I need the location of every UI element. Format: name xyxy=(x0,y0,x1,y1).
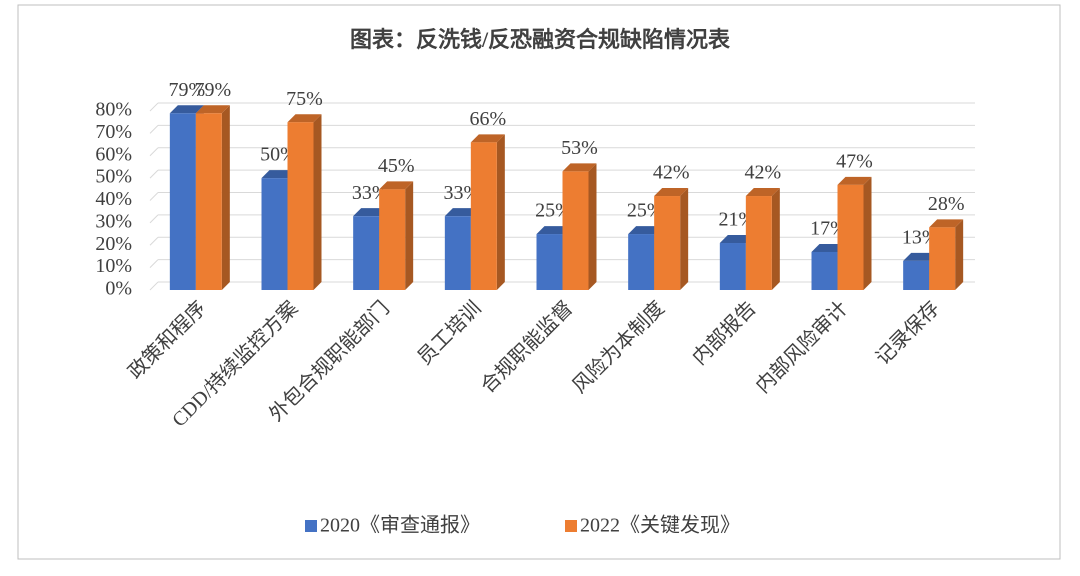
bar-top xyxy=(929,219,964,228)
bar-side xyxy=(221,105,230,290)
bar-top xyxy=(287,114,322,123)
bar xyxy=(536,234,563,290)
bar-top xyxy=(470,134,505,143)
bar xyxy=(379,189,406,290)
bar-top xyxy=(195,105,230,114)
legend-swatch xyxy=(565,520,577,532)
bar xyxy=(837,184,864,290)
value-label: 42% xyxy=(653,162,690,184)
bar-side xyxy=(496,134,505,290)
y-tick-label: 80% xyxy=(95,99,132,121)
y-tick-label: 70% xyxy=(95,121,132,143)
bar xyxy=(811,251,838,290)
value-label: 45% xyxy=(378,155,415,177)
bar-side xyxy=(313,114,322,290)
bar-top xyxy=(745,188,780,197)
bar xyxy=(470,142,497,290)
value-label: 42% xyxy=(744,162,781,184)
bar xyxy=(562,171,589,290)
chart-title: 图表：反洗钱/反恐融资合规缺陷情况表 xyxy=(350,27,731,52)
legend-label: 2020《审查通报》 xyxy=(320,514,480,537)
bar-top xyxy=(903,252,938,261)
value-label: 28% xyxy=(928,193,965,215)
legend-swatch xyxy=(305,520,317,532)
grid-line-depth xyxy=(149,125,159,134)
bar xyxy=(444,216,471,290)
y-tick-label: 10% xyxy=(95,255,132,277)
bar xyxy=(903,260,930,290)
value-label: 66% xyxy=(469,108,506,130)
grid-line-depth xyxy=(149,192,159,201)
bar-top xyxy=(261,170,296,179)
y-tick-label: 20% xyxy=(95,233,132,255)
bar xyxy=(195,113,222,290)
bar-side xyxy=(680,188,689,290)
value-label: 47% xyxy=(836,150,873,172)
bar xyxy=(353,216,380,290)
bar-top xyxy=(379,181,414,190)
bar-top xyxy=(169,105,204,114)
bar-top xyxy=(562,163,597,172)
bar xyxy=(169,113,196,290)
grid-line-depth xyxy=(149,214,159,224)
bar-side xyxy=(588,163,597,290)
bar-top xyxy=(811,243,846,252)
value-label: 79% xyxy=(168,79,205,101)
bar xyxy=(654,196,681,290)
grid-line-depth xyxy=(149,147,159,157)
value-label: 53% xyxy=(561,137,598,159)
y-tick-label: 40% xyxy=(95,188,132,210)
bar xyxy=(287,122,314,290)
bar-top xyxy=(628,226,663,235)
y-tick-label: 50% xyxy=(95,166,132,188)
bar-side xyxy=(863,176,872,290)
grid-line-depth xyxy=(149,281,159,291)
grid-line-depth xyxy=(149,259,159,268)
y-tick-label: 0% xyxy=(105,278,132,300)
value-label: 75% xyxy=(286,88,323,110)
y-tick-label: 30% xyxy=(95,210,132,232)
bar xyxy=(719,243,746,290)
bar-side xyxy=(771,188,780,290)
bar-top xyxy=(654,188,689,197)
legend-label: 2022《关键发现》 xyxy=(580,514,740,537)
grid-line-depth xyxy=(149,102,159,112)
bar xyxy=(929,227,956,290)
bar-top xyxy=(837,176,872,185)
bar-top xyxy=(536,226,571,235)
value-label: 79% xyxy=(194,79,231,101)
y-tick-label: 60% xyxy=(95,143,132,165)
bar xyxy=(261,178,288,290)
bar xyxy=(628,234,655,290)
grid-line-depth xyxy=(149,169,159,179)
bar xyxy=(745,196,772,290)
bar-side xyxy=(405,181,414,290)
bar-top xyxy=(444,208,479,217)
bar-top xyxy=(719,235,754,244)
bar-top xyxy=(353,208,388,217)
bar-side xyxy=(955,219,964,290)
grid-line-depth xyxy=(149,236,159,246)
